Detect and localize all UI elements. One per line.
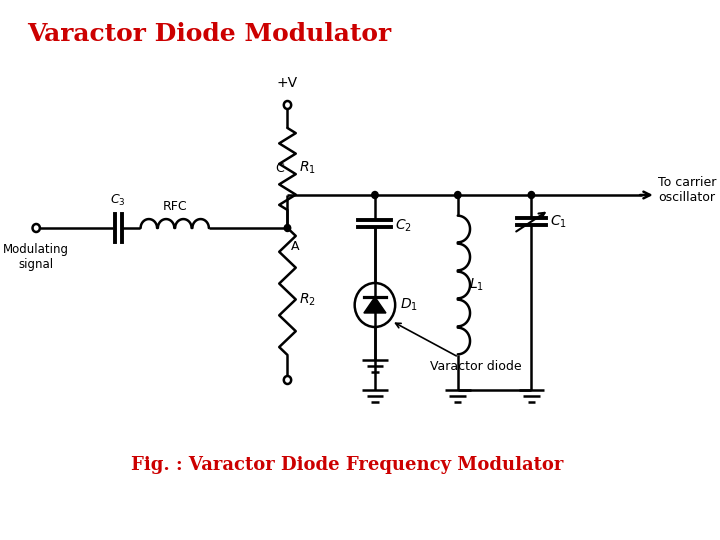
Text: Varactor Diode Modulator: Varactor Diode Modulator xyxy=(27,22,391,46)
Text: $C_1$: $C_1$ xyxy=(550,214,567,230)
Text: Fig. : Varactor Diode Frequency Modulator: Fig. : Varactor Diode Frequency Modulato… xyxy=(131,456,564,474)
Text: +V: +V xyxy=(277,76,298,90)
Text: Varactor diode: Varactor diode xyxy=(395,323,522,373)
Circle shape xyxy=(284,225,291,232)
Text: RFC: RFC xyxy=(163,200,187,213)
Circle shape xyxy=(528,192,535,199)
Text: $C_2$: $C_2$ xyxy=(395,218,412,234)
Polygon shape xyxy=(364,297,386,313)
Circle shape xyxy=(372,192,378,199)
Text: To carrier
oscillator: To carrier oscillator xyxy=(658,176,717,204)
Text: $R_2$: $R_2$ xyxy=(299,292,315,308)
Text: Modulating
signal: Modulating signal xyxy=(3,243,69,271)
Text: A: A xyxy=(291,240,300,253)
Text: $R_1$: $R_1$ xyxy=(299,160,315,176)
Circle shape xyxy=(454,192,461,199)
Text: C: C xyxy=(275,161,284,174)
Text: $C_3$: $C_3$ xyxy=(110,193,126,208)
Text: $D_1$: $D_1$ xyxy=(400,297,418,313)
Text: $L_1$: $L_1$ xyxy=(469,277,484,293)
